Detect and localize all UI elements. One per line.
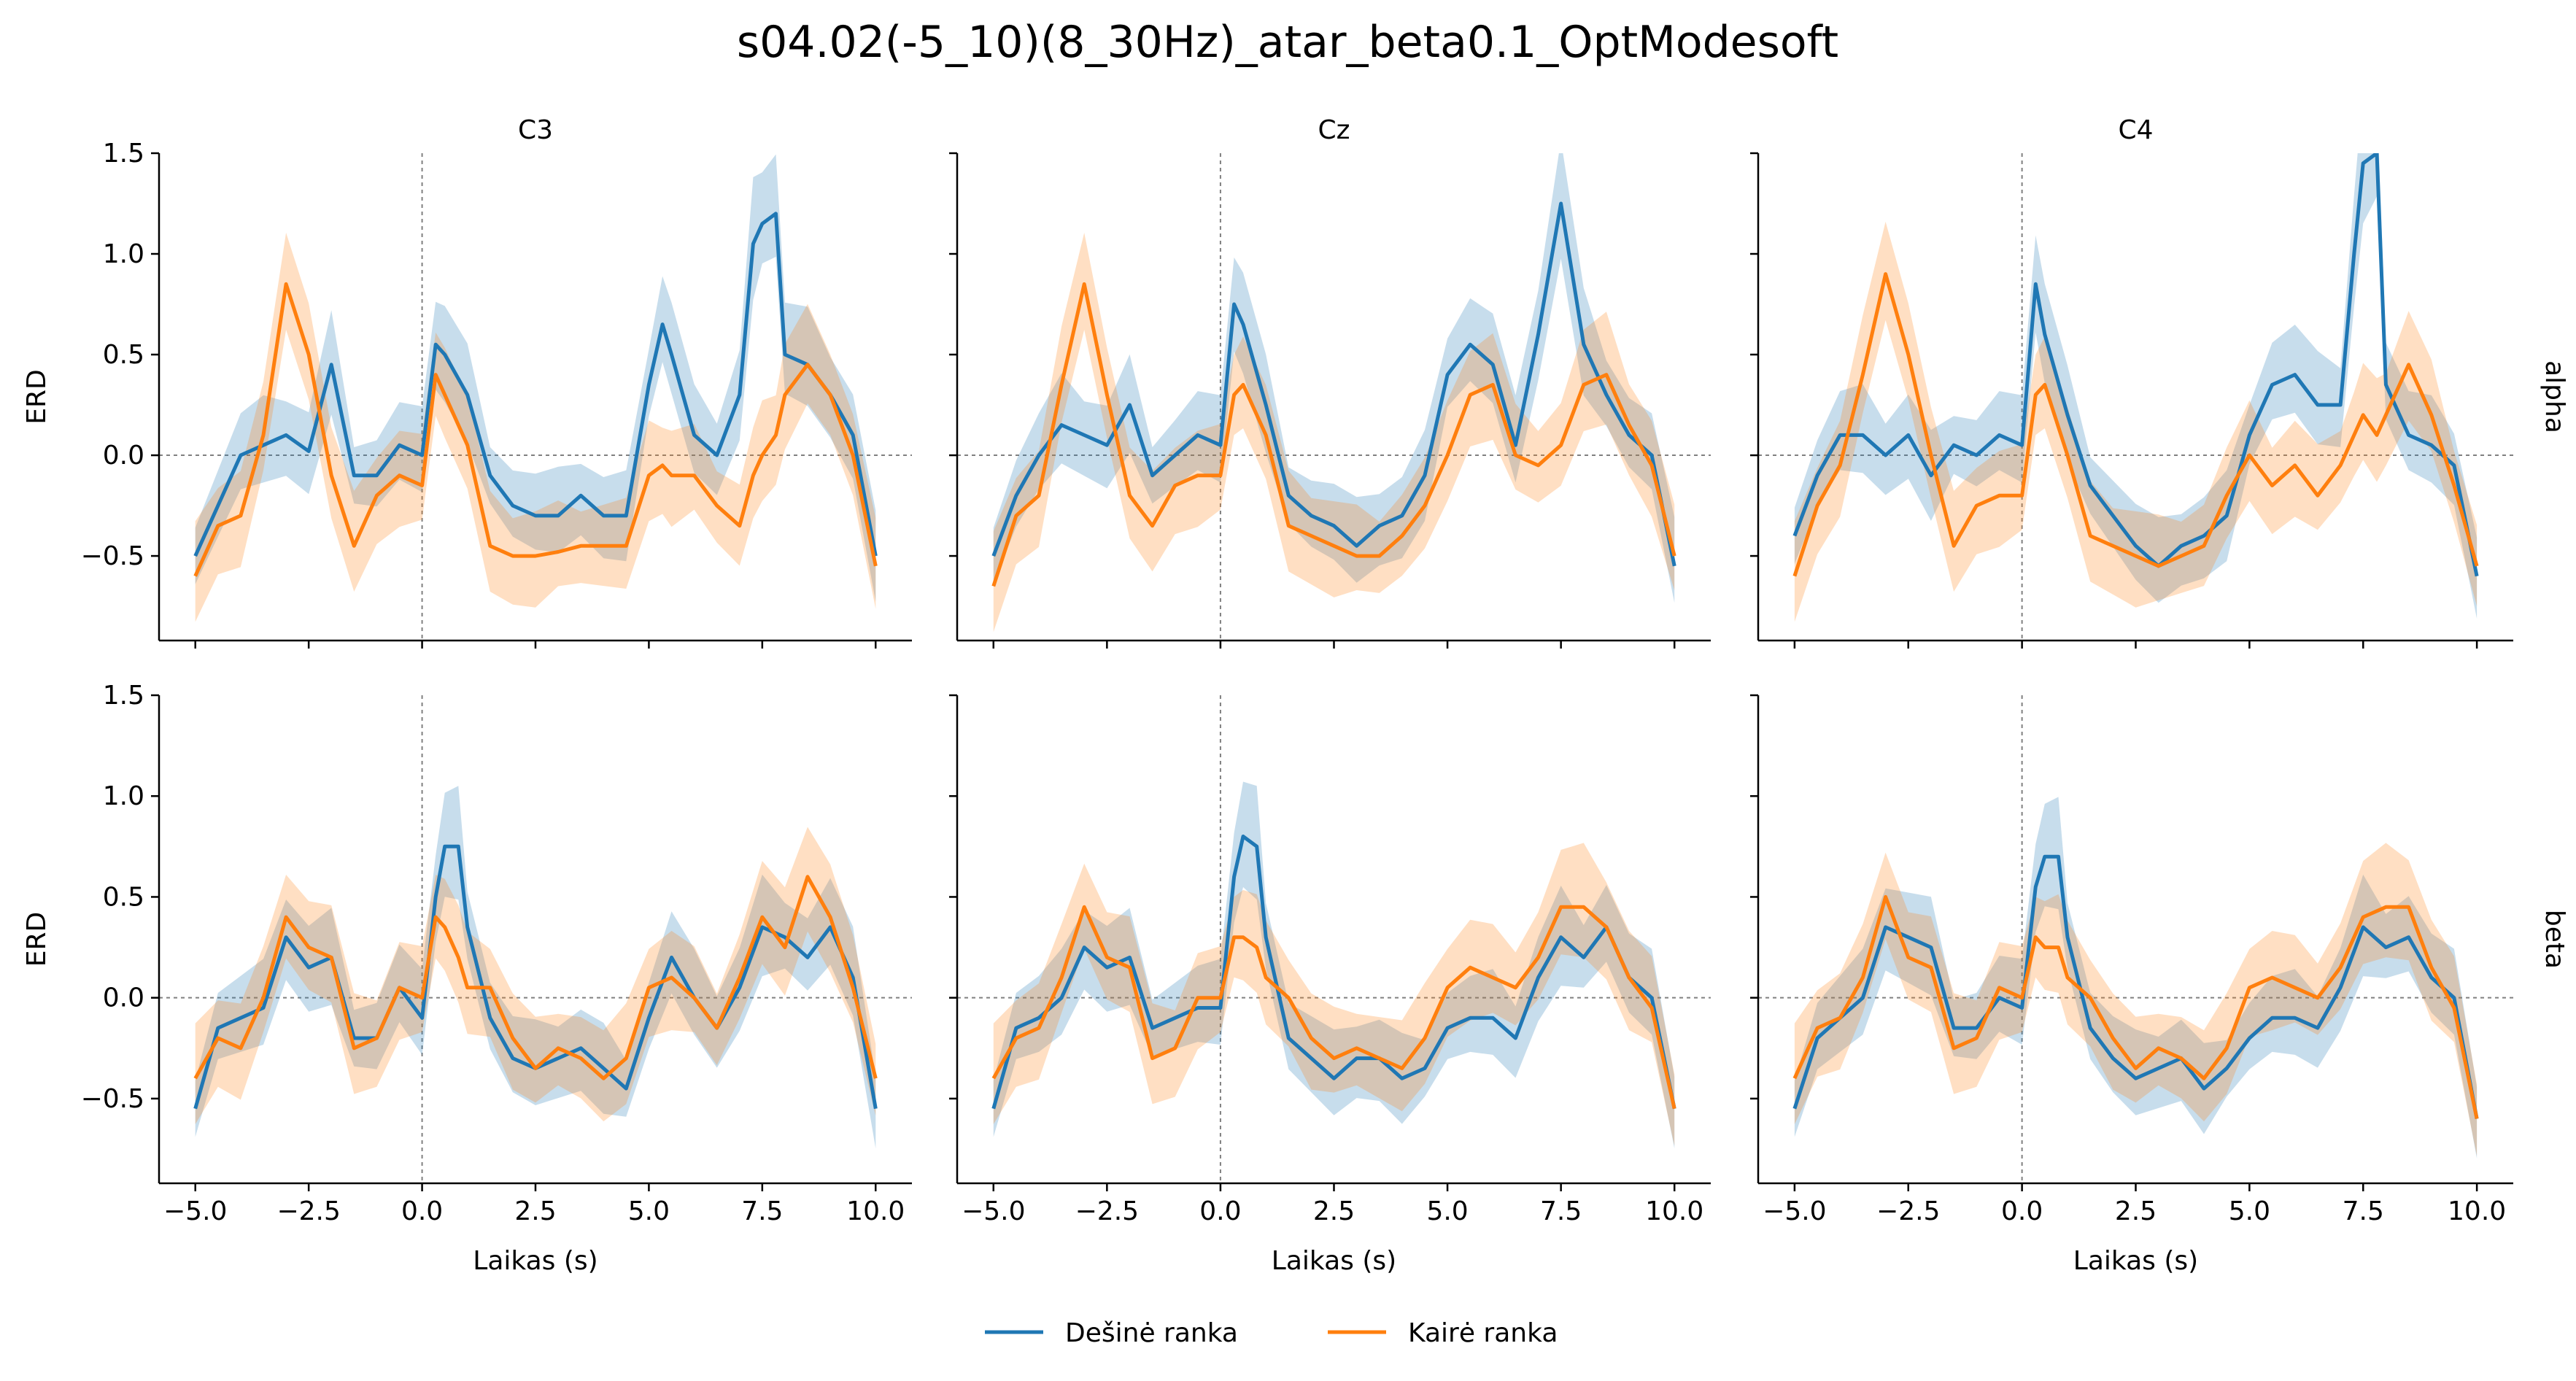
plot-area <box>1792 153 2479 622</box>
legend: Dešinė ranka Kairė ranka <box>985 1318 1558 1348</box>
y-tick-label: 1.0 <box>103 781 144 811</box>
panels-grid: −0.5 0.0 0.5 1.0 1.5 C3 ERD Cz C4 alpha −5.0 −2.5 0.… <box>22 115 2569 1276</box>
band-left-hand <box>1794 221 2478 622</box>
y-tick-label: 1.0 <box>103 239 144 269</box>
x-axis-label: Laikas (s) <box>473 1246 597 1276</box>
x-tick-label: 2.5 <box>2115 1196 2157 1226</box>
x-tick-label: 0.0 <box>2001 1196 2043 1226</box>
x-axis-label: Laikas (s) <box>2073 1246 2198 1276</box>
band-left-hand <box>195 827 876 1124</box>
x-tick-label: 0.0 <box>1199 1196 1241 1226</box>
column-title: C4 <box>2118 115 2153 145</box>
y-tick-label: 0.0 <box>103 441 144 471</box>
y-tick-label: 0.5 <box>103 340 144 370</box>
x-tick-label: −5.0 <box>1763 1196 1826 1226</box>
series-line-left-hand <box>1792 272 2479 577</box>
y-axis-label: ERD <box>22 912 52 967</box>
panel-beta-C3: −5.0 −2.5 0.0 2.5 5.0 7.5 10.0 −0.5 0.0 0.5 1.0 1.5… <box>22 681 912 1276</box>
band-right-hand <box>195 154 876 602</box>
series-line-left-hand <box>1792 894 2479 1120</box>
series-line-right-hand <box>193 212 878 557</box>
x-tick-label: −2.5 <box>1876 1196 1940 1226</box>
x-axis-label: Laikas (s) <box>1272 1246 1396 1276</box>
x-tick-label: 7.5 <box>1540 1196 1582 1226</box>
y-tick-label: −0.5 <box>81 1084 144 1114</box>
series-line-right-hand <box>1792 153 2479 577</box>
x-tick-label: 10.0 <box>846 1196 905 1226</box>
x-tick-label: 7.5 <box>2343 1196 2384 1226</box>
y-tick-label: 0.5 <box>103 882 144 912</box>
series-line-right-hand <box>1792 854 2479 1119</box>
series-line-right-hand <box>991 201 1676 567</box>
row-label: beta <box>2540 910 2569 969</box>
plot-area <box>1792 797 2479 1158</box>
plot-area <box>991 781 1676 1149</box>
panel-beta-C4: −5.0 −2.5 0.0 2.5 5.0 7.5 10.0 beta Laikas (s) <box>1750 694 2569 1276</box>
x-tick-label: −5.0 <box>962 1196 1025 1226</box>
panel-alpha-C4: C4 alpha <box>1750 115 2569 649</box>
column-title: C3 <box>518 115 553 145</box>
x-tick-label: 2.5 <box>514 1196 556 1226</box>
y-axis-label: ERD <box>22 369 52 424</box>
y-tick-label: 0.0 <box>103 983 144 1013</box>
x-tick-label: 7.5 <box>741 1196 783 1226</box>
series-line-right-hand <box>991 835 1676 1110</box>
legend-label: Dešinė ranka <box>1065 1318 1238 1348</box>
column-title: Cz <box>1318 115 1350 145</box>
band-right-hand <box>993 781 1675 1149</box>
panel-alpha-Cz: Cz <box>949 115 1711 649</box>
y-tick-label: 1.5 <box>103 681 144 711</box>
series-line-left-hand <box>991 905 1676 1110</box>
y-tick-label: 1.5 <box>103 139 144 169</box>
row-label: alpha <box>2540 360 2569 433</box>
series-line-right-hand <box>193 844 878 1110</box>
x-tick-label: 10.0 <box>1645 1196 1703 1226</box>
x-tick-label: 5.0 <box>628 1196 670 1226</box>
x-tick-label: 2.5 <box>1313 1196 1355 1226</box>
plot-area <box>991 153 1676 633</box>
plot-area <box>193 154 878 622</box>
legend-label: Kairė ranka <box>1408 1318 1558 1348</box>
x-tick-label: 10.0 <box>2448 1196 2506 1226</box>
x-tick-label: −2.5 <box>1075 1196 1139 1226</box>
band-left-hand <box>993 233 1675 633</box>
y-tick-label: −0.5 <box>81 541 144 571</box>
x-tick-label: 0.0 <box>401 1196 443 1226</box>
x-tick-label: 5.0 <box>2229 1196 2270 1226</box>
x-tick-label: −5.0 <box>163 1196 227 1226</box>
band-right-hand <box>1794 797 2478 1158</box>
plot-area <box>193 786 878 1149</box>
x-tick-label: −2.5 <box>276 1196 340 1226</box>
band-right-hand <box>195 786 876 1149</box>
band-left-hand <box>993 843 1675 1146</box>
series-line-left-hand <box>193 282 878 577</box>
series-line-left-hand <box>193 875 878 1080</box>
band-left-hand <box>1794 843 2478 1156</box>
panel-beta-Cz: −5.0 −2.5 0.0 2.5 5.0 7.5 10.0 Laikas (s) <box>949 694 1711 1276</box>
series-line-left-hand <box>991 282 1676 587</box>
band-right-hand <box>993 153 1675 603</box>
panel-alpha-C3: −0.5 0.0 0.5 1.0 1.5 C3 ERD <box>22 115 912 649</box>
figure-title: s04.02(-5_10)(8_30Hz)_atar_beta0.1_OptMo… <box>737 17 1838 68</box>
x-tick-label: 5.0 <box>1426 1196 1468 1226</box>
